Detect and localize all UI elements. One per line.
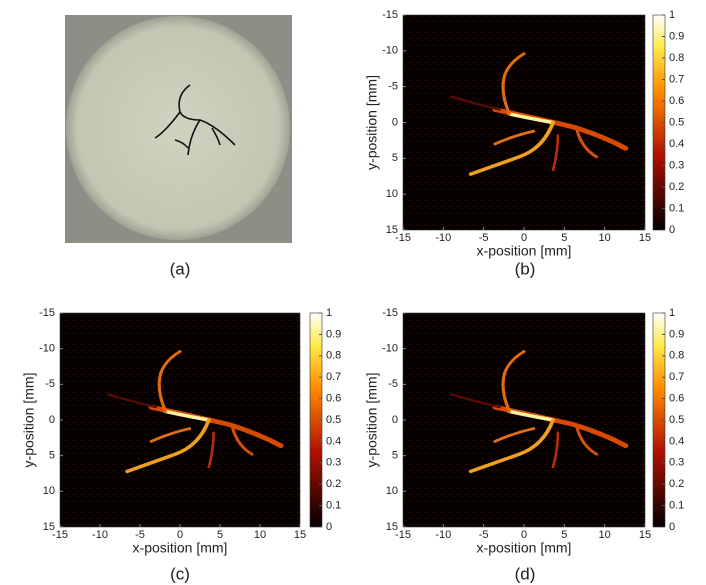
- panel-label: (d): [515, 564, 536, 583]
- y-axis-label: y-position [mm]: [21, 373, 37, 468]
- colorbar-tick-label: 0.2: [669, 478, 684, 490]
- colorbar-tick-label: 0.2: [669, 181, 684, 193]
- y-axis-label: y-position [mm]: [364, 373, 380, 468]
- colorbar-tick-label: 1: [326, 307, 332, 319]
- x-tick-label: 10: [599, 232, 611, 244]
- y-tick-label: 10: [386, 188, 398, 200]
- x-tick-label: -10: [92, 529, 108, 541]
- colorbar-tick-label: 0: [669, 224, 675, 236]
- y-tick-label: 15: [386, 224, 398, 236]
- colorbar-tick-label: 0.6: [326, 393, 341, 405]
- y-tick-label: -15: [382, 307, 398, 319]
- x-tick-label: -15: [395, 529, 411, 541]
- y-tick-label: -10: [382, 45, 398, 57]
- colorbar-tick-label: 0.7: [669, 73, 684, 85]
- colorbar-tick-label: 0.9: [669, 30, 684, 42]
- colorbar-tick-label: 0.1: [669, 202, 684, 214]
- x-tick-label: 0: [521, 529, 527, 541]
- colorbar-tick-label: 0: [326, 521, 332, 533]
- x-tick-label: 5: [217, 529, 223, 541]
- y-tick-label: -5: [388, 81, 398, 93]
- colorbar-tick-label: 0.4: [669, 138, 684, 150]
- colorbar-tick-label: 0.5: [326, 414, 341, 426]
- x-tick-label: -10: [435, 232, 451, 244]
- heatmap: [60, 313, 300, 527]
- colorbar-tick-label: 0.9: [669, 328, 684, 340]
- panel-label: (c): [170, 564, 190, 583]
- y-tick-label: -10: [382, 343, 398, 355]
- x-tick-label: 15: [639, 232, 651, 244]
- x-tick-label: -15: [52, 529, 68, 541]
- heatmap: [403, 313, 645, 527]
- colorbar-tick-label: 0.4: [669, 435, 684, 447]
- y-tick-label: 5: [49, 450, 55, 462]
- x-tick-label: 0: [177, 529, 183, 541]
- x-tick-label: -10: [435, 529, 451, 541]
- colorbar-tick-label: 0.1: [326, 500, 341, 512]
- colorbar-tick-label: 0.3: [669, 457, 684, 469]
- colorbar-tick-label: 0.4: [326, 435, 341, 447]
- x-tick-label: 10: [254, 529, 266, 541]
- colorbar-tick-label: 0.8: [669, 52, 684, 64]
- colorbar-tick-label: 1: [669, 9, 675, 21]
- photo: [65, 15, 292, 243]
- colorbar-tick-label: 0.6: [669, 95, 684, 107]
- x-tick-label: -15: [395, 232, 411, 244]
- x-tick-label: 10: [599, 529, 611, 541]
- y-tick-label: 10: [386, 485, 398, 497]
- colorbar-tick-label: 0.3: [326, 457, 341, 469]
- x-tick-label: 15: [639, 529, 651, 541]
- colorbar-tick-label: 0.8: [326, 350, 341, 362]
- y-tick-label: 5: [392, 450, 398, 462]
- colorbar-tick-label: 0.7: [326, 371, 341, 383]
- heatmap: [403, 15, 645, 230]
- y-tick-label: -5: [45, 378, 55, 390]
- y-tick-label: 10: [43, 485, 55, 497]
- colorbar-tick-label: 0.8: [669, 350, 684, 362]
- colorbar-tick-label: 0.5: [669, 116, 684, 128]
- y-tick-label: 0: [392, 414, 398, 426]
- x-tick-label: -5: [479, 529, 489, 541]
- y-tick-label: 5: [392, 152, 398, 164]
- y-tick-label: -10: [39, 343, 55, 355]
- x-tick-label: 5: [561, 529, 567, 541]
- x-tick-label: 5: [561, 232, 567, 244]
- colorbar-tick-label: 0.7: [669, 371, 684, 383]
- panel-label: (b): [515, 259, 536, 278]
- x-tick-label: 15: [294, 529, 306, 541]
- x-tick-label: -5: [479, 232, 489, 244]
- y-tick-label: 0: [392, 116, 398, 128]
- panel-label: (a): [170, 259, 191, 278]
- colorbar-tick-label: 0.5: [669, 414, 684, 426]
- y-tick-label: -15: [382, 9, 398, 21]
- y-tick-label: 15: [386, 521, 398, 533]
- x-axis-label: x-position [mm]: [477, 540, 572, 556]
- colorbar-tick-label: 0: [669, 521, 675, 533]
- y-tick-label: 15: [43, 521, 55, 533]
- colorbar-tick-label: 0.9: [326, 328, 341, 340]
- y-tick-label: -15: [39, 307, 55, 319]
- y-tick-label: 0: [49, 414, 55, 426]
- colorbar-tick-label: 0.6: [669, 393, 684, 405]
- colorbar-tick-label: 1: [669, 307, 675, 319]
- colorbar-tick-label: 0.1: [669, 500, 684, 512]
- x-axis-label: x-position [mm]: [477, 243, 572, 259]
- y-axis-label: y-position [mm]: [364, 75, 380, 170]
- x-tick-label: -5: [135, 529, 145, 541]
- y-tick-label: -5: [388, 378, 398, 390]
- colorbar-tick-label: 0.3: [669, 159, 684, 171]
- x-axis-label: x-position [mm]: [133, 540, 228, 556]
- colorbar-tick-label: 0.2: [326, 478, 341, 490]
- x-tick-label: 0: [521, 232, 527, 244]
